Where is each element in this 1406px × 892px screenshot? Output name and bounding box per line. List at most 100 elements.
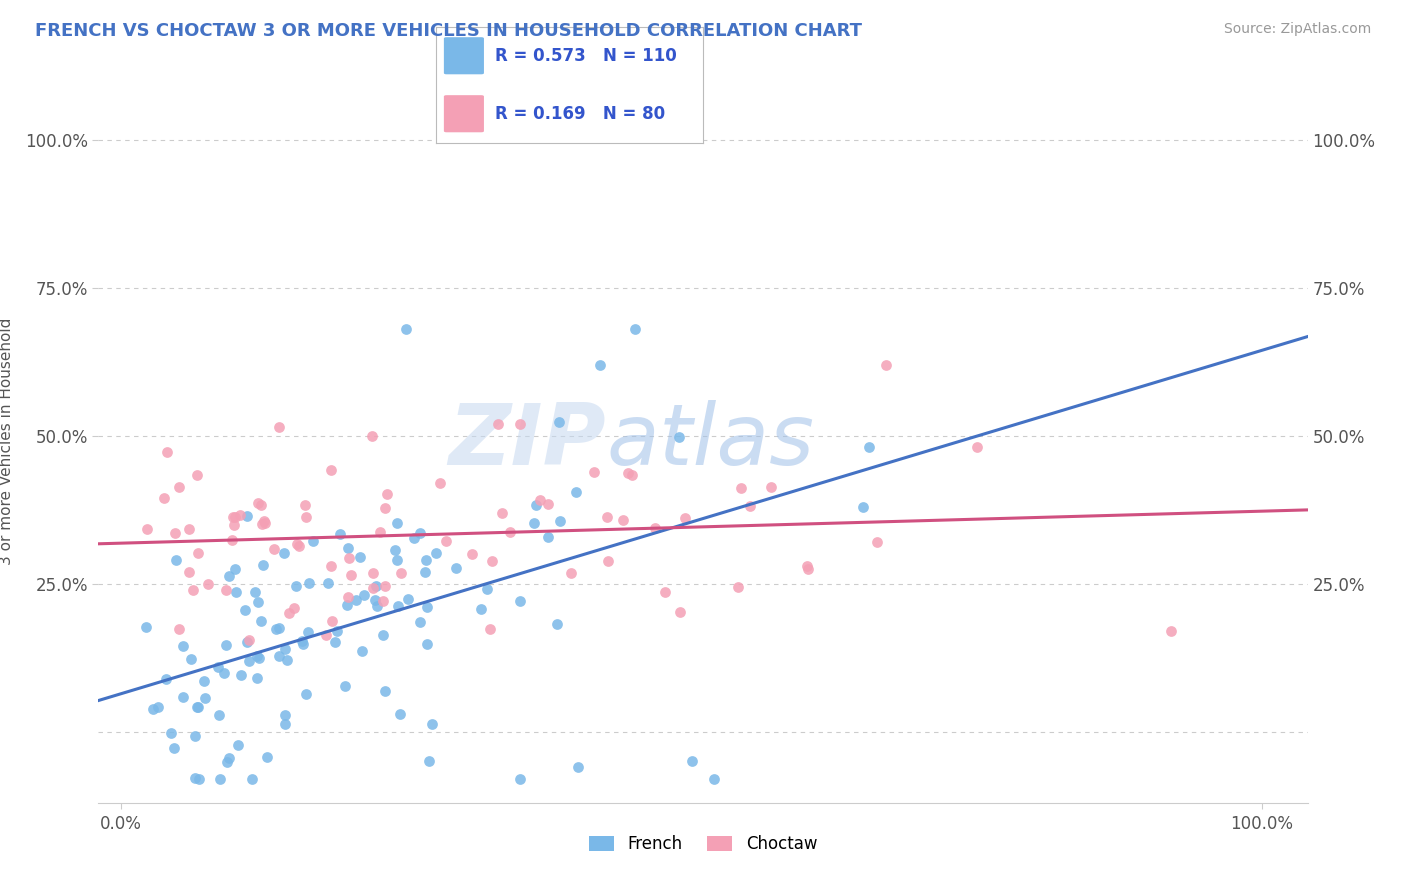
Point — [294, 498, 316, 512]
Point — [246, 672, 269, 686]
Point — [352, 644, 374, 658]
Point — [523, 516, 546, 531]
Point — [361, 428, 384, 442]
Text: atlas: atlas — [606, 400, 814, 483]
Point — [207, 660, 229, 674]
Point — [218, 750, 240, 764]
Point — [283, 600, 305, 615]
Point — [224, 562, 246, 576]
Text: R = 0.169   N = 80: R = 0.169 N = 80 — [495, 104, 665, 123]
Point — [461, 547, 484, 561]
Point — [409, 615, 432, 630]
Point — [361, 566, 384, 580]
Point — [384, 543, 406, 558]
Point — [215, 638, 238, 652]
Point — [1160, 624, 1182, 638]
Point — [165, 553, 187, 567]
Point — [966, 441, 988, 455]
Point — [263, 542, 285, 557]
Point — [759, 480, 782, 494]
Point — [499, 524, 522, 539]
Point — [245, 649, 267, 664]
Point — [425, 546, 447, 560]
Point — [361, 581, 384, 595]
Point — [229, 668, 252, 682]
Point — [470, 601, 492, 615]
Point — [364, 593, 387, 607]
Point — [589, 358, 612, 372]
Point — [301, 533, 323, 548]
Point — [416, 599, 439, 614]
Point — [617, 466, 640, 480]
Text: ZIP: ZIP — [449, 400, 606, 483]
Point — [180, 652, 202, 666]
Point — [620, 467, 643, 482]
Point — [385, 553, 408, 567]
Point — [537, 530, 560, 544]
Point — [329, 527, 352, 541]
Point — [509, 772, 531, 786]
Text: R = 0.573   N = 110: R = 0.573 N = 110 — [495, 46, 676, 65]
Point — [668, 429, 690, 443]
Point — [612, 513, 634, 527]
Point — [294, 687, 316, 701]
Point — [375, 486, 398, 500]
Point — [156, 444, 179, 458]
Point — [875, 358, 897, 372]
Point — [537, 497, 560, 511]
Point — [434, 533, 457, 548]
Point — [491, 507, 513, 521]
Point — [285, 537, 308, 551]
Point — [264, 622, 287, 636]
Point — [256, 749, 278, 764]
Point — [238, 632, 260, 647]
Point — [546, 617, 568, 632]
Point — [353, 588, 375, 602]
Point — [236, 635, 259, 649]
Point — [181, 582, 204, 597]
Point — [413, 565, 436, 579]
Point — [315, 628, 337, 642]
Point — [548, 415, 571, 429]
Point — [167, 480, 190, 494]
Text: FRENCH VS CHOCTAW 3 OR MORE VEHICLES IN HOUSEHOLD CORRELATION CHART: FRENCH VS CHOCTAW 3 OR MORE VEHICLES IN … — [35, 22, 862, 40]
Point — [374, 579, 396, 593]
FancyBboxPatch shape — [444, 95, 484, 132]
Point — [852, 500, 875, 514]
Point — [396, 591, 419, 606]
Point — [172, 639, 194, 653]
Point — [446, 561, 468, 575]
Point — [866, 534, 889, 549]
Point — [668, 605, 690, 619]
Point — [160, 726, 183, 740]
Point — [673, 511, 696, 525]
Point — [529, 493, 551, 508]
Point — [402, 531, 425, 545]
Point — [218, 568, 240, 582]
Legend: French, Choctaw: French, Choctaw — [582, 828, 824, 860]
Point — [221, 533, 243, 548]
Point — [582, 465, 605, 479]
Point — [319, 463, 342, 477]
Point — [135, 620, 157, 634]
Point — [186, 700, 208, 714]
Point — [385, 516, 408, 530]
Point — [623, 322, 645, 336]
Point — [548, 514, 571, 528]
Point — [226, 738, 249, 752]
Point — [387, 599, 409, 613]
Point — [654, 584, 676, 599]
Point — [596, 509, 619, 524]
Point — [208, 772, 231, 786]
Point — [703, 772, 725, 786]
Point — [274, 641, 297, 656]
Point — [509, 594, 531, 608]
Point — [681, 755, 703, 769]
Point — [215, 583, 238, 598]
Point — [420, 717, 443, 731]
Point — [184, 771, 207, 785]
Point — [165, 525, 187, 540]
Point — [247, 595, 270, 609]
Point — [274, 716, 297, 731]
Point — [349, 550, 371, 565]
